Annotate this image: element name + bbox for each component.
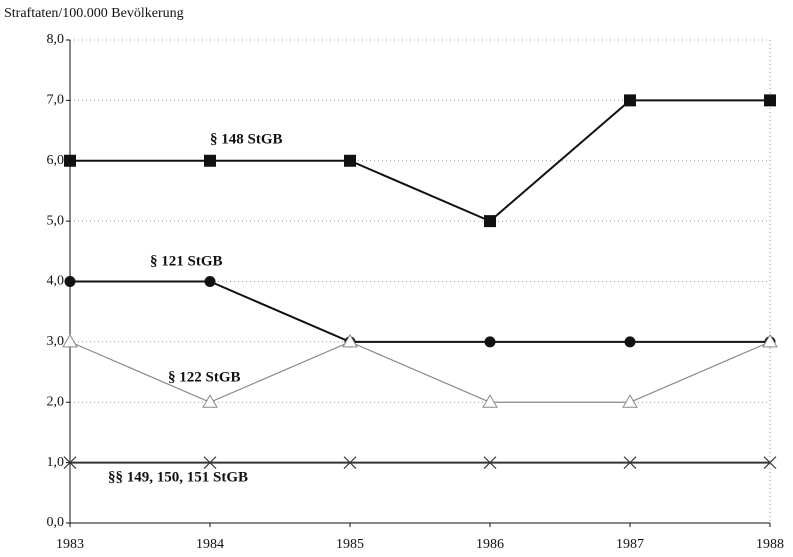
marker [64,276,76,287]
series-label: §§ 149, 150, 151 StGB [108,469,248,485]
marker [624,336,636,348]
x-tick-label: 1987 [616,537,644,552]
series-label: § 148 StGB [210,131,283,147]
series-line [70,99,770,223]
y-tick-label: 6,0 [47,153,65,168]
y-axis-label: Straftaten/100.000 Bevölkerung [4,6,184,21]
marker [484,215,496,228]
marker [63,456,77,470]
marker [622,394,638,408]
marker [483,456,497,470]
series-label: § 121 StGB [150,253,223,269]
marker [344,154,356,167]
y-tick-label: 4,0 [47,274,65,289]
y-tick-label: 7,0 [47,93,65,108]
marker [762,333,778,348]
marker [763,456,777,470]
y-tick-label: 3,0 [47,334,65,349]
x-tick-label: 1985 [336,537,364,552]
marker [624,94,636,107]
y-tick-label: 1,0 [47,455,65,470]
marker [623,456,637,470]
marker [342,333,358,348]
y-tick-label: 5,0 [47,213,65,228]
y-tick-label: 2,0 [47,394,65,409]
marker [203,456,217,470]
marker [64,154,76,167]
x-tick-label: 1988 [756,537,784,552]
marker [482,394,498,408]
marker [204,276,216,287]
x-tick-label: 1983 [56,537,84,552]
marker [204,154,216,167]
marker [62,333,78,348]
marker [202,394,218,408]
marker [764,94,776,107]
series-line [69,341,771,403]
marker [484,336,496,348]
x-tick-label: 1984 [196,537,224,552]
series-line [70,280,770,343]
series-label: § 122 StGB [168,369,241,385]
y-tick-label: 0,0 [47,515,65,530]
y-tick-label: 8,0 [47,32,65,47]
marker [343,456,357,470]
x-tick-label: 1986 [476,537,504,552]
